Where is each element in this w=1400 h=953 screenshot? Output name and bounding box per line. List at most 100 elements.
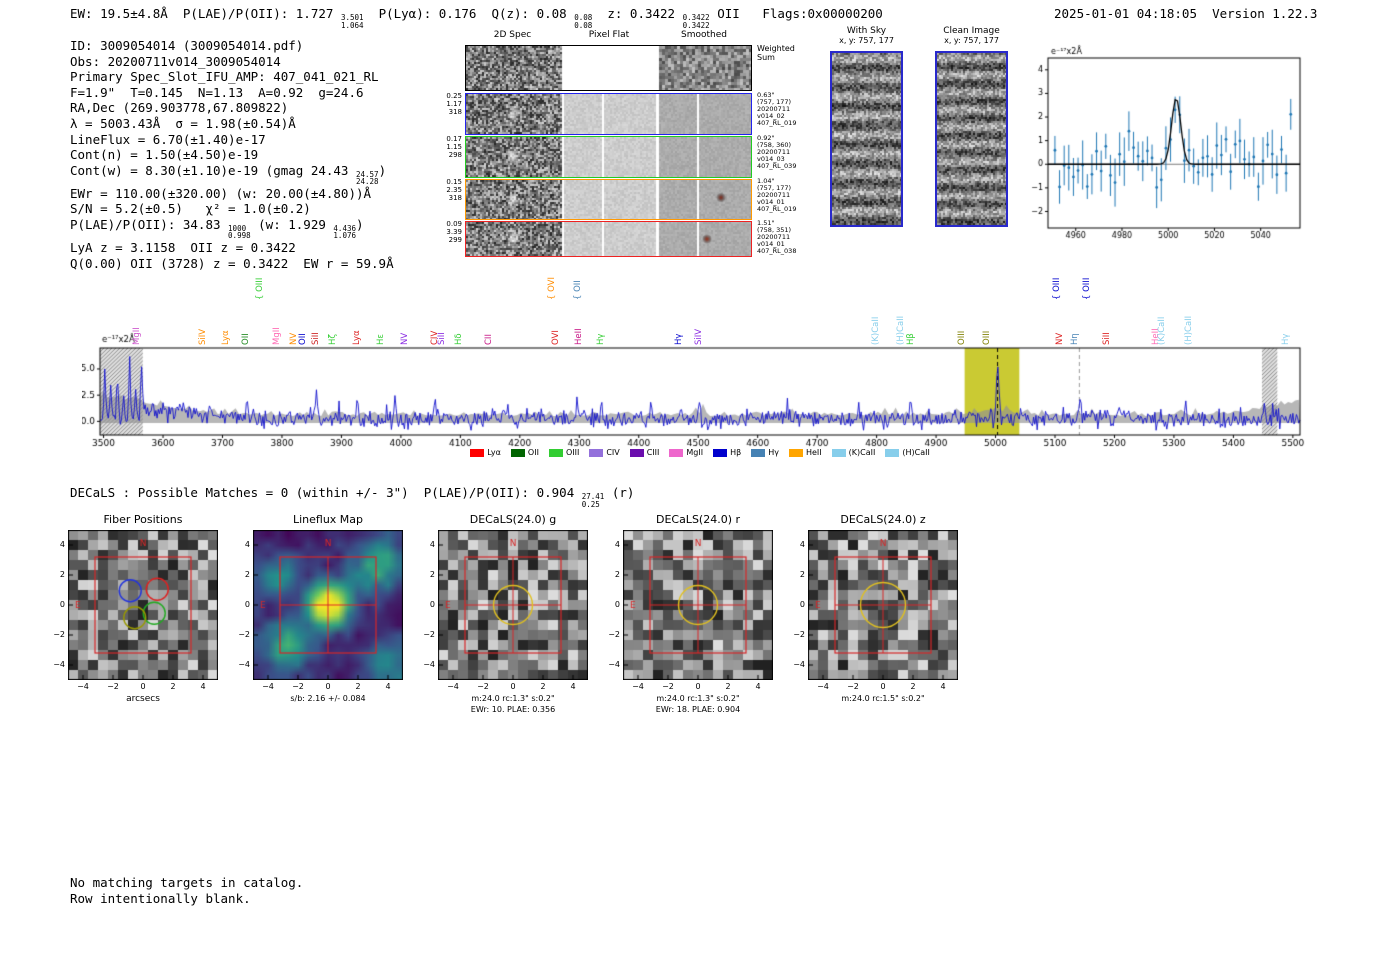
x-tick-label: −4 (262, 682, 274, 691)
info-line: ID: 3009054014 (3009054014.pdf) (70, 38, 394, 54)
upper-value: 3.501 (340, 13, 364, 22)
right-label-line: 407_RL_019 (757, 119, 797, 127)
legend-swatch (470, 448, 485, 457)
y-tick-label: 0 (614, 600, 620, 609)
lower-value: 0.25 (581, 499, 600, 509)
spec2d-row-left-labels: 0.17 1.15 298 (428, 135, 462, 159)
info-line: λ = 5003.43Å σ = 1.98(±0.54)Å (70, 116, 394, 132)
text-segment: (r) (604, 485, 635, 500)
text-segment: P(Lyα): 0.176 Q(z): 0.08 (363, 6, 575, 21)
text-segment: ) (356, 216, 364, 232)
y-tick-label: −2 (53, 630, 65, 639)
upper-value: 0.08 (574, 13, 593, 22)
x-tick-label: −2 (107, 682, 119, 691)
legend-label: OII (527, 448, 539, 457)
legend-label: CIII (646, 448, 660, 457)
text-segment: Cont(w) = 8.30(±1.10)e-19 (gmag 24.43 (70, 162, 356, 178)
info-line: Cont(n) = 1.50(±4.50)e-19 (70, 147, 394, 163)
left-label-line: 1.15 (446, 143, 462, 151)
y-tick-label: 0 (244, 600, 250, 609)
footer-line: No matching targets in catalog. (70, 875, 304, 890)
right-label-line: v014_03 (757, 155, 785, 163)
y-tick-label: 0 (59, 600, 65, 609)
cutout-image (623, 530, 773, 680)
info-line: P(LAE)/P(OII): 34.83 1000 0.998 (w: 1.929… (70, 217, 394, 240)
stacked-uncertainty: 24.57 24.28 (356, 171, 379, 186)
x-tick-label: 4 (570, 682, 576, 691)
info-line: Q(0.00) OII (3728) z = 0.3422 EW r = 59.… (70, 256, 394, 272)
spec2d-row-right-labels: 1.51" (758, 351) 20200711 v014_01 407_RL_038 (757, 220, 809, 255)
y-tick-label: 2 (59, 570, 65, 579)
lower-value: 0.08 (574, 20, 593, 30)
legend-swatch (713, 448, 728, 457)
clean-image-title: Clean Image (943, 26, 1000, 36)
x-tick-label: −4 (632, 682, 644, 691)
legend-swatch (885, 448, 900, 457)
legend-swatch (669, 448, 684, 457)
y-tick-label: 4 (244, 540, 250, 549)
right-label-line: 0.63" (757, 91, 775, 99)
spec2d-row-left-labels: 0.25 1.17 318 (428, 92, 462, 116)
left-label-line: 298 (448, 151, 462, 159)
cutout-panel-g: DECaLS(24.0) g −4 −4 −2 −2 0 0 2 2 4 4 m:24.0 rc:1.… (423, 513, 588, 714)
x-tick-label: −2 (292, 682, 304, 691)
cutout-caption: EWr: 10. PLAE: 0.356 (470, 705, 556, 714)
legend-item: MgII (669, 448, 703, 457)
col-title-smoothed: Smoothed (681, 30, 727, 40)
x-tick-label: 4 (755, 682, 761, 691)
info-line: Primary Spec_Slot_IFU_AMP: 407_041_021_R… (70, 69, 394, 85)
y-tick-label: 2 (429, 570, 435, 579)
text-segment: ) (378, 162, 387, 178)
stacked-uncertainty: 27.41 0.25 (582, 493, 605, 508)
cutout-title: DECaLS(24.0) g (469, 513, 557, 526)
spec2d-row-left-labels: 0.09 3.39 299 (428, 220, 462, 244)
y-tick-label: 2 (244, 570, 250, 579)
x-tick-label: −4 (817, 682, 829, 691)
cutout-panel-z: DECaLS(24.0) z −4 −4 −2 −2 0 0 2 2 4 4 m:24.0 rc:1.… (793, 513, 958, 703)
legend-label: CIV (606, 448, 620, 457)
cutout-title: Fiber Positions (103, 513, 183, 526)
lower-value: 0.3422 (682, 20, 710, 30)
with-sky-coords: x, y: 757, 177 (839, 36, 894, 45)
x-tick-label: 2 (355, 682, 361, 691)
x-tick-label: 0 (510, 682, 516, 691)
right-label-line: Sum (757, 53, 775, 62)
lower-value: 1.076 (333, 231, 356, 241)
legend-label: OIII (565, 448, 580, 457)
line-fit-plot (1024, 44, 1306, 242)
report-version: Version 1.22.3 (1212, 6, 1318, 21)
header-stats-line: EW: 19.5±4.8Å P(LAE)/P(OII): 1.727 3.501… (70, 6, 883, 29)
right-label-line: (757, 177) (757, 184, 792, 192)
y-tick-label: 0 (799, 600, 805, 609)
legend-label: Hγ (768, 448, 779, 457)
y-tick-label: −4 (608, 660, 620, 669)
legend-item: HeII (788, 448, 822, 457)
right-label-line: 407_RL_019 (757, 205, 797, 213)
text-segment: RA,Dec (269.903778,67.809822) (70, 100, 289, 116)
legend-item: OII (510, 448, 539, 457)
spacer (1197, 6, 1212, 21)
info-line: F=1.9" T=0.145 N=1.13 A=0.92 g=24.6 (70, 85, 394, 101)
text-segment: LineFlux = 6.70(±1.40)e-17 (70, 131, 266, 147)
legend-item: CIII (629, 448, 660, 457)
legend-item: Hβ (713, 448, 741, 457)
legend-item: CIV (589, 448, 620, 457)
text-segment: Primary Spec_Slot_IFU_AMP: 407_041_021_R… (70, 69, 379, 85)
emission-line-label: { OIII (1082, 277, 1093, 300)
lower-value: 1.064 (340, 20, 364, 30)
lower-value: 0.998 (228, 231, 251, 241)
y-tick-label: −4 (423, 660, 435, 669)
right-label-line: 0.92" (757, 134, 775, 142)
spec2d-row-right-labels: 1.04" (757, 177) 20200711 v014_01 407_RL_019 (757, 178, 809, 213)
right-label-line: v014_02 (757, 112, 785, 120)
info-line: Obs: 20200711v014_3009054014 (70, 54, 394, 70)
with-sky-title: With Sky (846, 26, 887, 36)
x-axis-label: arcsecs (126, 694, 160, 704)
emission-line-label: { OII (572, 280, 583, 300)
legend-label: (K)CaII (848, 448, 876, 457)
cutout-caption: m:24.0 rc:1.3" s:0.2" (471, 694, 555, 703)
right-label-line: 407_RL_038 (757, 247, 797, 255)
x-tick-label: 2 (170, 682, 176, 691)
cutout-title: Lineflux Map (292, 513, 364, 526)
legend-label: MgII (686, 448, 704, 457)
